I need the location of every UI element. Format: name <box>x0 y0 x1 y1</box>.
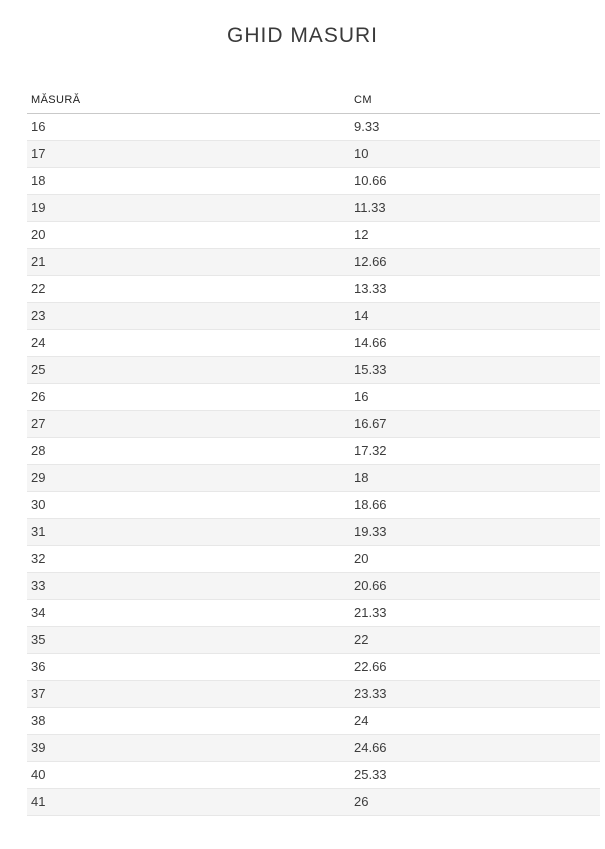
cm-cell: 21.33 <box>350 599 600 627</box>
cm-cell: 14.66 <box>350 329 600 357</box>
size-cell: 16 <box>27 113 350 141</box>
table-row: 16 9.33 <box>27 113 600 141</box>
column-header-cm: CM <box>350 94 600 114</box>
table-row: 40 25.33 <box>27 761 600 789</box>
cm-cell: 20.66 <box>350 572 600 600</box>
table-row: 37 23.33 <box>27 680 600 708</box>
size-cell: 27 <box>27 410 350 438</box>
table-row: 38 24 <box>27 707 600 735</box>
cm-cell: 15.33 <box>350 356 600 384</box>
table-body: 16 9.33 17 10 18 10.66 19 11.33 20 12 21 12.66 22 13.… <box>27 113 600 816</box>
size-cell: 32 <box>27 545 350 573</box>
table-row: 19 11.33 <box>27 194 600 222</box>
size-cell: 24 <box>27 329 350 357</box>
table-row: 35 22 <box>27 626 600 654</box>
table-row: 33 20.66 <box>27 572 600 600</box>
size-cell: 19 <box>27 194 350 222</box>
size-cell: 20 <box>27 221 350 249</box>
table-row: 17 10 <box>27 140 600 168</box>
cm-cell: 17.32 <box>350 437 600 465</box>
cm-cell: 22.66 <box>350 653 600 681</box>
table-row: 23 14 <box>27 302 600 330</box>
cm-cell: 10.66 <box>350 167 600 195</box>
cm-cell: 22 <box>350 626 600 654</box>
cm-cell: 20 <box>350 545 600 573</box>
cm-cell: 9.33 <box>350 113 600 141</box>
cm-cell: 12 <box>350 221 600 249</box>
cm-cell: 16.67 <box>350 410 600 438</box>
size-cell: 28 <box>27 437 350 465</box>
table-row: 41 26 <box>27 788 600 816</box>
size-cell: 21 <box>27 248 350 276</box>
size-guide-page: GHID MASURI MĂSURĂ CM 16 9.33 17 10 18 10.66 1… <box>0 23 605 816</box>
cm-cell: 16 <box>350 383 600 411</box>
size-cell: 40 <box>27 761 350 789</box>
size-cell: 29 <box>27 464 350 492</box>
size-cell: 33 <box>27 572 350 600</box>
table-row: 39 24.66 <box>27 734 600 762</box>
table-row: 25 15.33 <box>27 356 600 384</box>
cm-cell: 24 <box>350 707 600 735</box>
cm-cell: 24.66 <box>350 734 600 762</box>
column-header-masura: MĂSURĂ <box>27 94 350 114</box>
cm-cell: 12.66 <box>350 248 600 276</box>
table-row: 28 17.32 <box>27 437 600 465</box>
size-cell: 26 <box>27 383 350 411</box>
cm-cell: 11.33 <box>350 194 600 222</box>
table-header-row: MĂSURĂ CM <box>27 94 600 114</box>
size-cell: 35 <box>27 626 350 654</box>
cm-cell: 26 <box>350 788 600 816</box>
table-row: 26 16 <box>27 383 600 411</box>
cm-cell: 25.33 <box>350 761 600 789</box>
size-cell: 34 <box>27 599 350 627</box>
size-guide-table: MĂSURĂ CM 16 9.33 17 10 18 10.66 19 11.33 20 12 21… <box>27 94 600 816</box>
page-title: GHID MASURI <box>226 24 378 47</box>
size-cell: 37 <box>27 680 350 708</box>
table-row: 20 12 <box>27 221 600 249</box>
table-row: 31 19.33 <box>27 518 600 546</box>
size-cell: 30 <box>27 491 350 519</box>
table-row: 21 12.66 <box>27 248 600 276</box>
cm-cell: 13.33 <box>350 275 600 303</box>
size-cell: 22 <box>27 275 350 303</box>
size-cell: 31 <box>27 518 350 546</box>
size-cell: 41 <box>27 788 350 816</box>
cm-cell: 10 <box>350 140 600 168</box>
cm-cell: 14 <box>350 302 600 330</box>
size-cell: 23 <box>27 302 350 330</box>
table-row: 29 18 <box>27 464 600 492</box>
size-cell: 39 <box>27 734 350 762</box>
cm-cell: 19.33 <box>350 518 600 546</box>
size-cell: 38 <box>27 707 350 735</box>
table-row: 30 18.66 <box>27 491 600 519</box>
cm-cell: 18 <box>350 464 600 492</box>
table-row: 32 20 <box>27 545 600 573</box>
size-cell: 25 <box>27 356 350 384</box>
size-cell: 36 <box>27 653 350 681</box>
table-row: 22 13.33 <box>27 275 600 303</box>
cm-cell: 18.66 <box>350 491 600 519</box>
table-row: 34 21.33 <box>27 599 600 627</box>
table-row: 36 22.66 <box>27 653 600 681</box>
size-cell: 18 <box>27 167 350 195</box>
cm-cell: 23.33 <box>350 680 600 708</box>
table-row: 18 10.66 <box>27 167 600 195</box>
size-cell: 17 <box>27 140 350 168</box>
table-row: 27 16.67 <box>27 410 600 438</box>
table-row: 24 14.66 <box>27 329 600 357</box>
